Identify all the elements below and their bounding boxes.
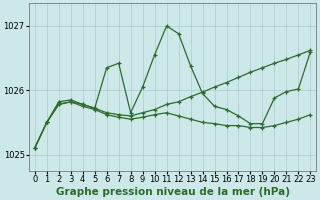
X-axis label: Graphe pression niveau de la mer (hPa): Graphe pression niveau de la mer (hPa)	[56, 187, 290, 197]
